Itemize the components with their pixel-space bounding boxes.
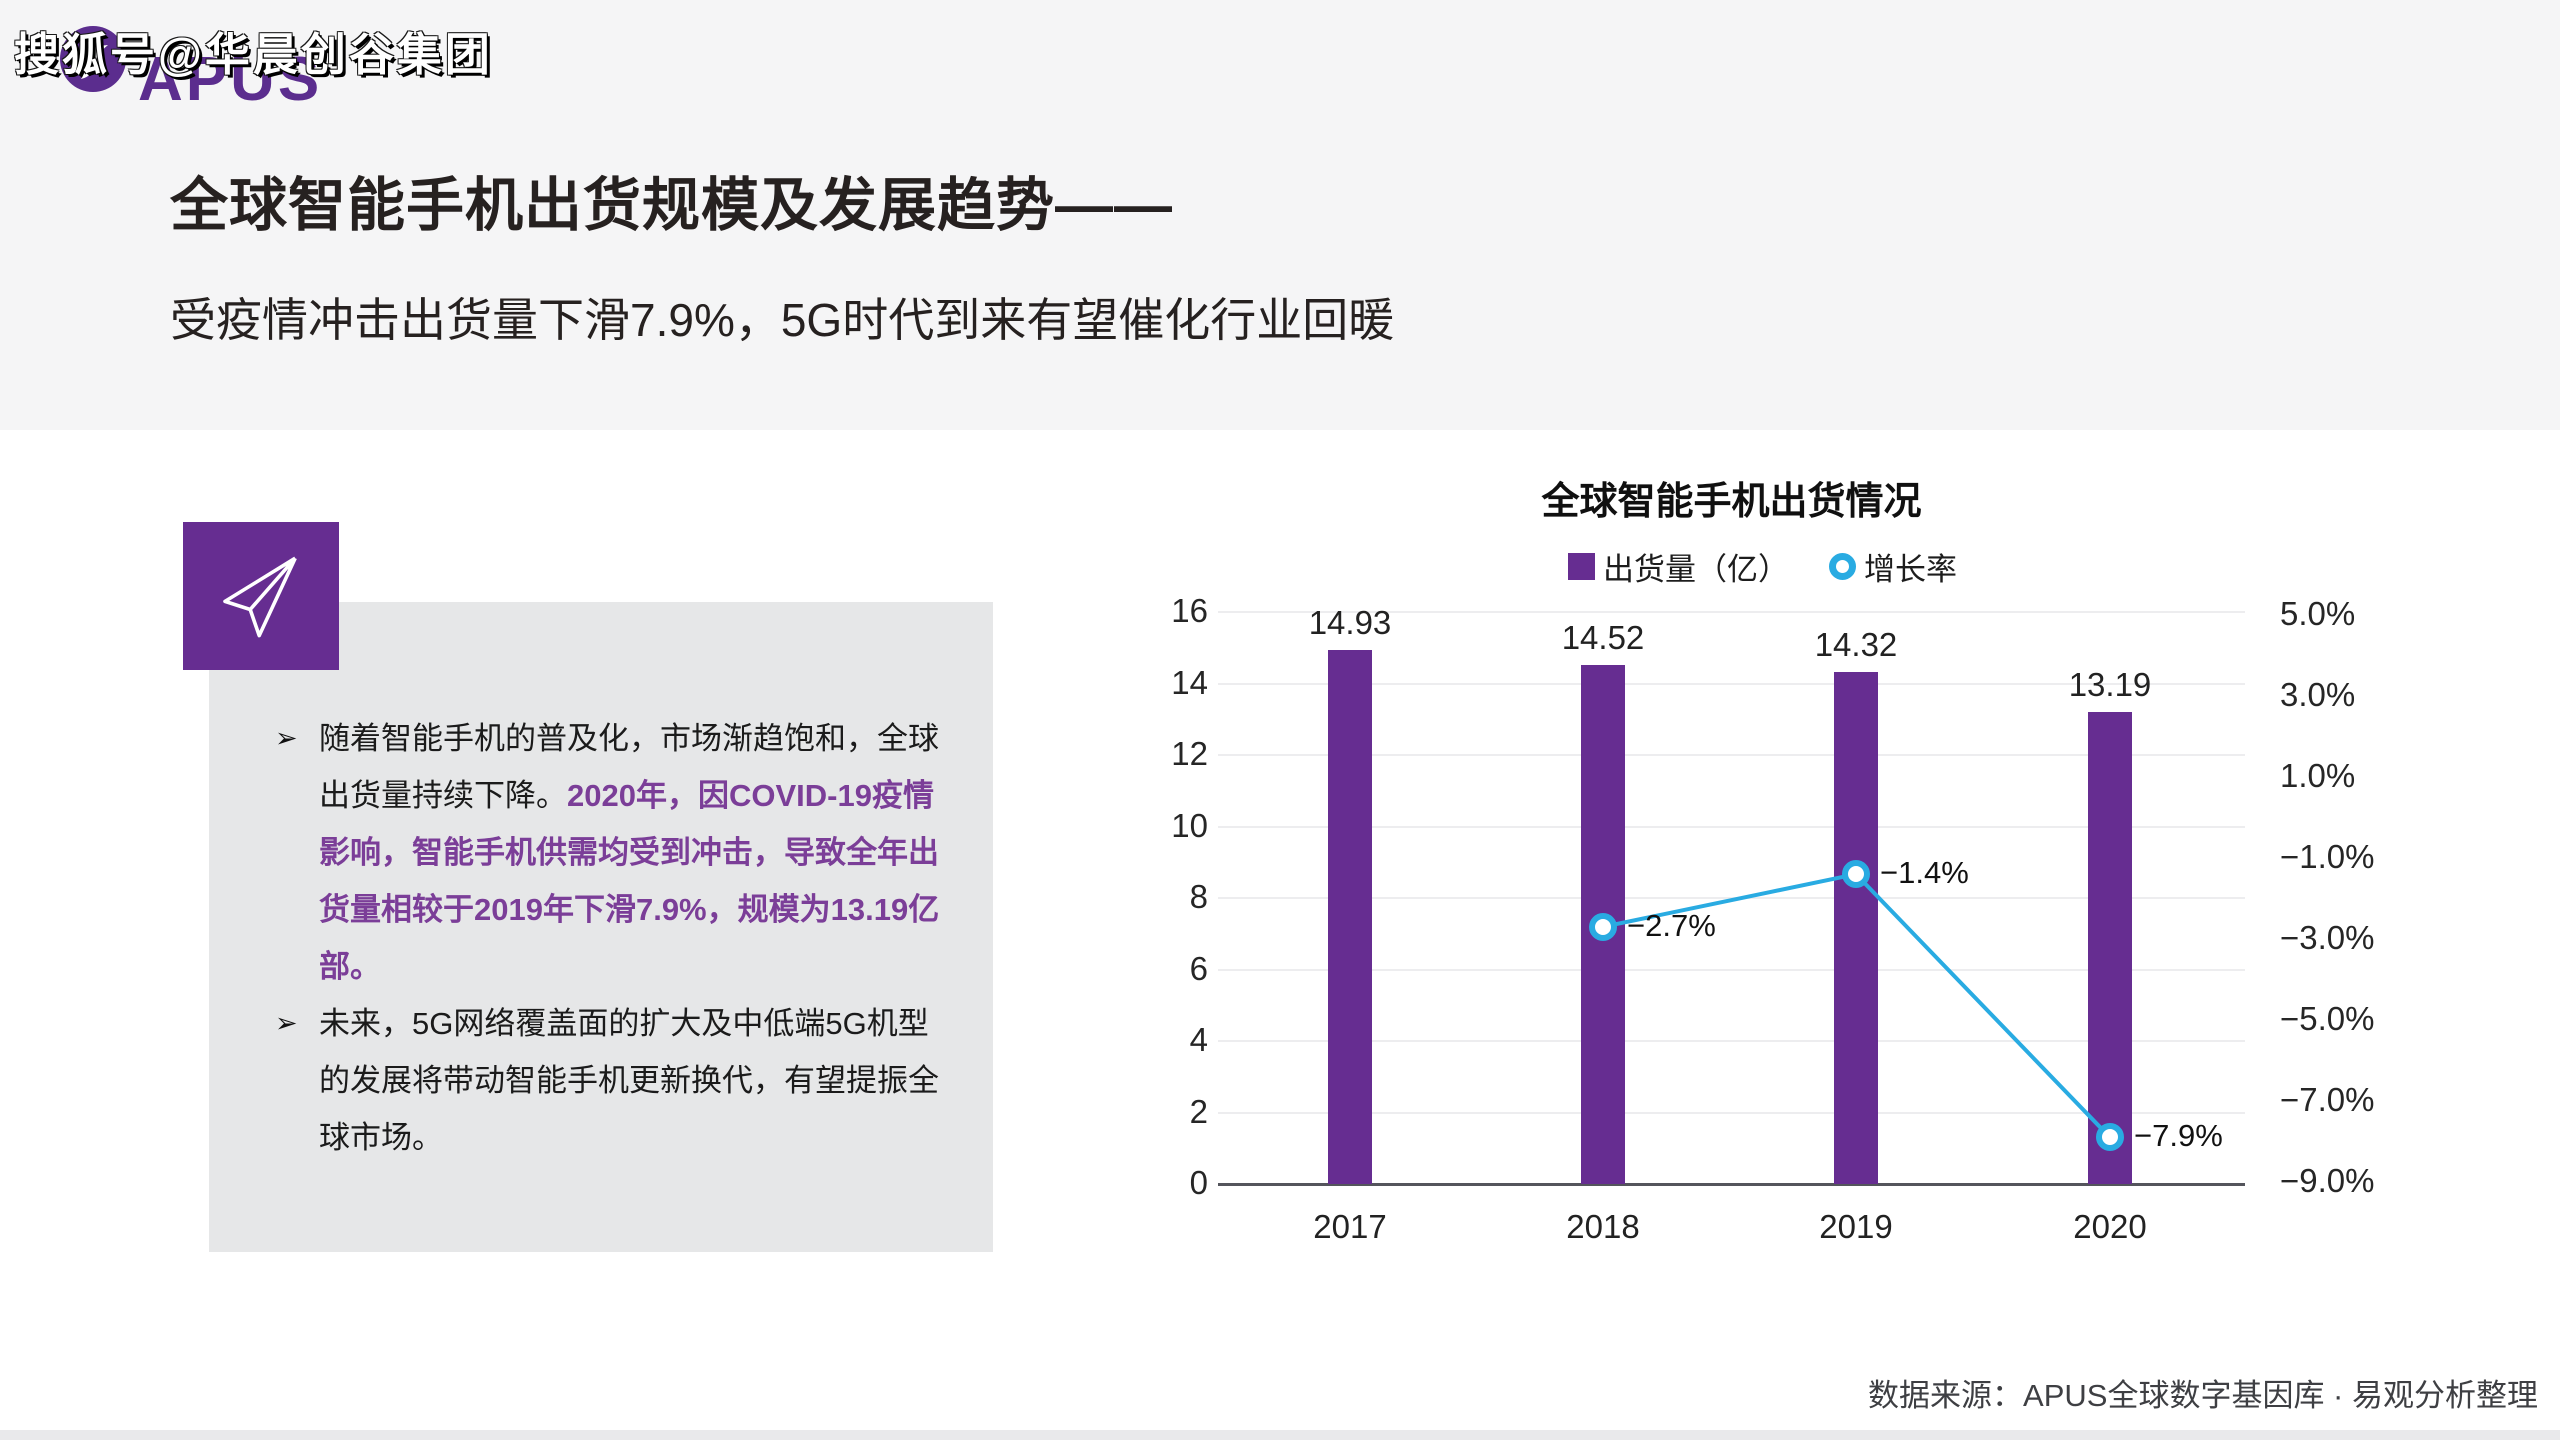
x-axis-label-2017: 2017 xyxy=(1313,1208,1387,1245)
page-subtitle: 受疫情冲击出货量下滑7.9%，5G时代到来有望催化行业回暖 xyxy=(170,294,1395,346)
gridline-14 xyxy=(1218,682,2245,685)
insight-text-area: ➢ 随着智能手机的普及化，市场渐趋饱和，全球出货量持续下降。2020年，因COV… xyxy=(275,710,943,1166)
data-source-note: 数据来源：APUS全球数字基因库 · 易观分析整理 xyxy=(1868,1378,2538,1413)
gridline-10 xyxy=(1218,825,2245,828)
gridline-8 xyxy=(1218,897,2245,899)
left-axis-tick-10: 10 xyxy=(1171,806,1208,844)
right-axis-tick--3: −3.0% xyxy=(2280,919,2375,956)
right-axis-tick-1: 1.0% xyxy=(2280,757,2356,794)
legend-label-shipments: 出货量（亿） xyxy=(1603,552,1789,587)
x-axis-label-2019: 2019 xyxy=(1819,1208,1893,1245)
left-axis-tick-12: 12 xyxy=(1171,735,1208,772)
left-axis-tick-0: 0 xyxy=(1189,1164,1208,1201)
line-series-ring-icon xyxy=(1829,553,1856,580)
gridline-2 xyxy=(1218,1111,2245,1114)
growth-value-2019: −1.4% xyxy=(1880,855,1969,891)
insight-bullet-1-text: 随着智能手机的普及化，市场渐趋饱和，全球出货量持续下降。2020年，因COVID… xyxy=(319,710,943,995)
gridline-16 xyxy=(1218,611,2245,613)
legend-label-growth: 增长率 xyxy=(1864,552,1957,587)
legend-item-growth: 增长率 xyxy=(1829,544,1957,589)
bar-value-2018: 14.52 xyxy=(1561,618,1645,656)
right-axis-tick--1: −1.0% xyxy=(2280,838,2375,875)
bar-value-2020: 13.19 xyxy=(2068,666,2152,704)
shipments-chart: 全球智能手机出货情况 出货量（亿） 增长率 16 14 12 10 8 6 4 2 0 5.0% 3… xyxy=(1150,440,2480,1280)
chart-legend: 出货量（亿） 增长率 xyxy=(1568,544,1957,589)
left-axis-tick-2: 2 xyxy=(1189,1092,1208,1130)
bullet-arrow-icon: ➢ xyxy=(275,1008,298,1038)
growth-marker-2020 xyxy=(2096,1123,2124,1152)
bar-series-swatch-icon xyxy=(1568,553,1595,580)
insight-bullet-1: ➢ 随着智能手机的普及化，市场渐趋饱和，全球出货量持续下降。2020年，因COV… xyxy=(275,710,943,995)
growth-marker-2018 xyxy=(1589,912,1617,941)
gridline-12 xyxy=(1218,754,2245,756)
x-axis-line xyxy=(1218,1183,2245,1186)
x-axis-label-2020: 2020 xyxy=(2073,1208,2147,1245)
insight-box: ➢ 随着智能手机的普及化，市场渐趋饱和，全球出货量持续下降。2020年，因COV… xyxy=(209,602,993,1252)
swift-bird-icon xyxy=(77,45,108,79)
left-axis-tick-16: 16 xyxy=(1171,592,1208,629)
growth-line xyxy=(1602,872,2112,1139)
insight-bullet-1-black: 随着智能手机的普及化，市场渐趋饱和，全球出货量持续下降。 xyxy=(319,721,939,813)
bar-value-2019: 14.32 xyxy=(1814,626,1898,664)
right-axis-tick--5: −5.0% xyxy=(2280,1000,2375,1037)
left-axis-tick-14: 14 xyxy=(1171,663,1208,701)
bar-2017 xyxy=(1328,650,1372,1184)
paper-plane-icon xyxy=(223,556,297,638)
gridline-6 xyxy=(1218,968,2245,971)
bar-2020 xyxy=(2088,712,2132,1184)
growth-marker-2019 xyxy=(1842,860,1870,889)
apus-logo-wordmark: APUS xyxy=(138,45,323,114)
bullet-arrow-icon: ➢ xyxy=(275,723,298,753)
right-axis-tick-5: 5.0% xyxy=(2280,595,2356,632)
legend-item-shipments: 出货量（亿） xyxy=(1568,544,1789,589)
growth-value-2020: −7.9% xyxy=(2134,1118,2223,1154)
insight-bullet-1-purple: 2020年，因COVID-19疫情影响，智能手机供需均受到冲击，导致全年出货量相… xyxy=(319,778,940,984)
bar-2019 xyxy=(1834,672,1878,1184)
paper-plane-tile xyxy=(183,522,339,670)
page-title: 全球智能手机出货规模及发展趋势—— xyxy=(170,173,1174,238)
left-axis-tick-4: 4 xyxy=(1189,1021,1208,1058)
left-axis-tick-8: 8 xyxy=(1189,878,1208,915)
apus-logo-icon xyxy=(60,26,126,92)
right-axis-tick--7: −7.0% xyxy=(2280,1081,2375,1118)
x-axis-label-2018: 2018 xyxy=(1566,1208,1640,1245)
header-band xyxy=(0,0,2560,430)
insight-bullet-2-text: 未来，5G网络覆盖面的扩大及中低端5G机型的发展将带动智能手机更新换代，有望提振… xyxy=(319,1006,939,1155)
right-axis-tick--9: −9.0% xyxy=(2280,1162,2375,1199)
chart-title: 全球智能手机出货情况 xyxy=(1541,481,1922,523)
right-axis-tick-3: 3.0% xyxy=(2280,676,2356,713)
gridline-4 xyxy=(1218,1040,2245,1042)
watermark: 搜狐号@华晨创谷集团 xyxy=(14,29,493,80)
bar-value-2017: 14.93 xyxy=(1308,604,1392,642)
left-axis-tick-6: 6 xyxy=(1189,949,1208,987)
insight-bullet-2: ➢ 未来，5G网络覆盖面的扩大及中低端5G机型的发展将带动智能手机更新换代，有望… xyxy=(275,995,943,1166)
growth-value-2018: −2.7% xyxy=(1627,907,1716,943)
bottom-strip xyxy=(0,1430,2560,1440)
